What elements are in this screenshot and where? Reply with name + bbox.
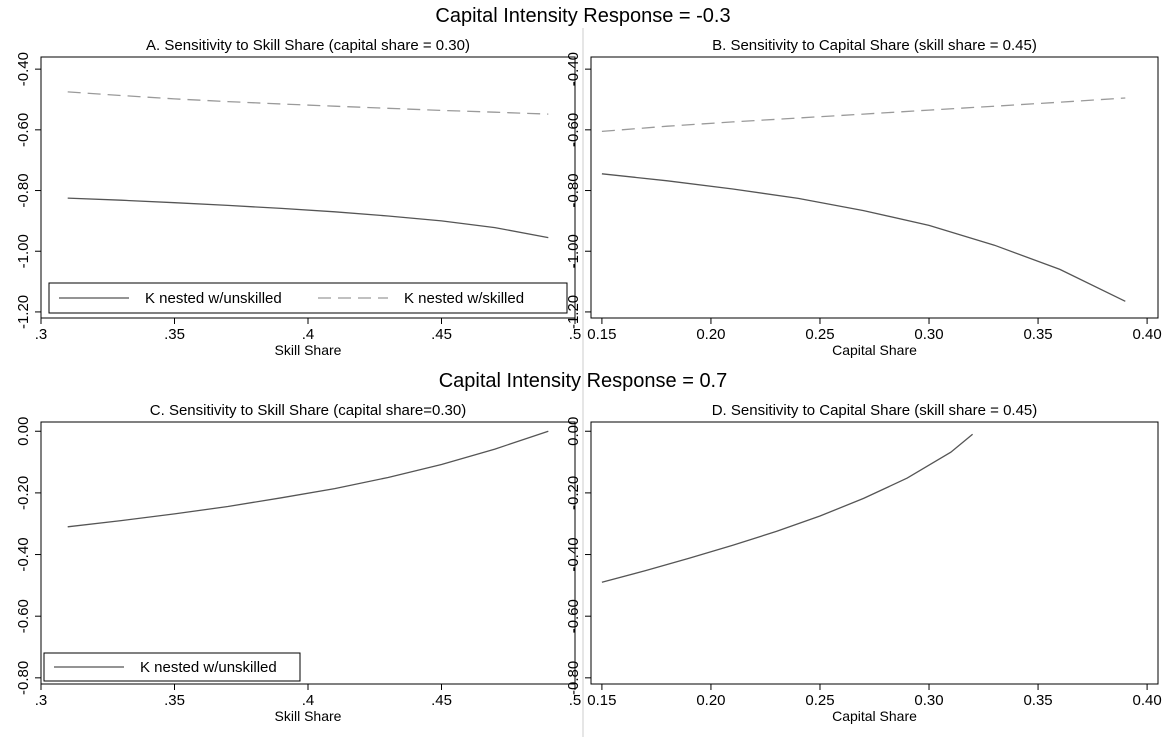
y-tick-label: -0.80 <box>565 661 582 695</box>
x-tick-label: .45 <box>431 326 452 343</box>
series-line-skilled <box>601 97 1126 133</box>
x-tick-label: .3 <box>35 692 48 709</box>
y-tick-label: -1.00 <box>15 234 32 268</box>
panel-c: C. Sensitivity to Skill Share (capital s… <box>15 402 581 724</box>
x-axis-label: Skill Share <box>275 708 342 724</box>
series-line-unskilled <box>601 173 1126 302</box>
y-tick-label: -0.40 <box>565 537 582 571</box>
panel-title: D. Sensitivity to Capital Share (skill s… <box>712 402 1038 419</box>
x-tick-label: 0.40 <box>1132 326 1161 343</box>
x-tick-label: 0.30 <box>914 326 943 343</box>
x-tick-label: 0.35 <box>1023 326 1052 343</box>
panel-d: D. Sensitivity to Capital Share (skill s… <box>565 402 1162 724</box>
legend-entry: K nested w/skilled <box>404 290 524 307</box>
series-line-skilled <box>67 91 549 115</box>
x-tick-label: 0.25 <box>805 692 834 709</box>
top-figure-title: Capital Intensity Response = -0.3 <box>435 5 730 27</box>
y-tick-label: 0.00 <box>15 417 32 446</box>
panel-b: B. Sensitivity to Capital Share (skill s… <box>565 37 1162 358</box>
y-tick-label: 0.00 <box>565 417 582 446</box>
y-tick-label: -0.60 <box>565 113 582 147</box>
x-axis-label: Capital Share <box>832 342 917 358</box>
y-tick-label: -0.60 <box>15 113 32 147</box>
x-axis-label: Capital Share <box>832 708 917 724</box>
x-axis-label: Skill Share <box>275 342 342 358</box>
x-tick-label: .3 <box>35 326 48 343</box>
y-tick-label: -0.80 <box>565 173 582 207</box>
series-line-unskilled <box>67 197 549 239</box>
x-tick-label: 0.20 <box>696 692 725 709</box>
panels: A. Sensitivity to Skill Share (capital s… <box>15 28 1162 737</box>
x-tick-label: .35 <box>164 326 185 343</box>
y-tick-label: -1.20 <box>565 295 582 329</box>
y-tick-label: -0.80 <box>15 173 32 207</box>
x-tick-label: 0.15 <box>587 326 616 343</box>
y-tick-label: -0.80 <box>15 661 32 695</box>
plot-frame <box>590 421 1159 685</box>
y-tick-label: -0.40 <box>565 52 582 86</box>
y-tick-label: -0.60 <box>15 599 32 633</box>
x-tick-label: 0.20 <box>696 326 725 343</box>
x-tick-label: 0.25 <box>805 326 834 343</box>
legend-entry: K nested w/unskilled <box>140 659 277 676</box>
y-tick-label: -1.20 <box>15 295 32 329</box>
plot-frame <box>590 56 1159 319</box>
x-tick-label: 0.15 <box>587 692 616 709</box>
x-tick-label: .4 <box>302 326 315 343</box>
y-tick-label: -0.20 <box>565 476 582 510</box>
x-tick-label: .4 <box>302 692 315 709</box>
plot-frame <box>40 56 576 319</box>
y-tick-label: -0.40 <box>15 537 32 571</box>
series-line-unskilled <box>601 433 974 583</box>
x-tick-label: 0.35 <box>1023 692 1052 709</box>
x-tick-label: .5 <box>569 692 582 709</box>
y-tick-label: -0.60 <box>565 599 582 633</box>
x-tick-label: .35 <box>164 692 185 709</box>
x-tick-label: .5 <box>569 326 582 343</box>
panel-a: A. Sensitivity to Skill Share (capital s… <box>15 37 581 358</box>
x-tick-label: 0.40 <box>1132 692 1161 709</box>
legend-entry: K nested w/unskilled <box>145 290 282 307</box>
y-tick-label: -0.40 <box>15 52 32 86</box>
legend-box <box>48 282 568 314</box>
x-tick-label: .45 <box>431 692 452 709</box>
plot-frame <box>40 421 576 685</box>
y-tick-label: -0.20 <box>15 476 32 510</box>
panel-title: A. Sensitivity to Skill Share (capital s… <box>146 37 470 54</box>
panel-title: C. Sensitivity to Skill Share (capital s… <box>150 402 466 419</box>
x-tick-label: 0.30 <box>914 692 943 709</box>
legend: K nested w/unskilled K nested w/skilled <box>48 282 568 314</box>
series-line-unskilled <box>67 430 549 528</box>
y-tick-label: -1.00 <box>565 234 582 268</box>
panel-title: B. Sensitivity to Capital Share (skill s… <box>712 37 1037 54</box>
legend: K nested w/unskilled <box>43 652 301 682</box>
